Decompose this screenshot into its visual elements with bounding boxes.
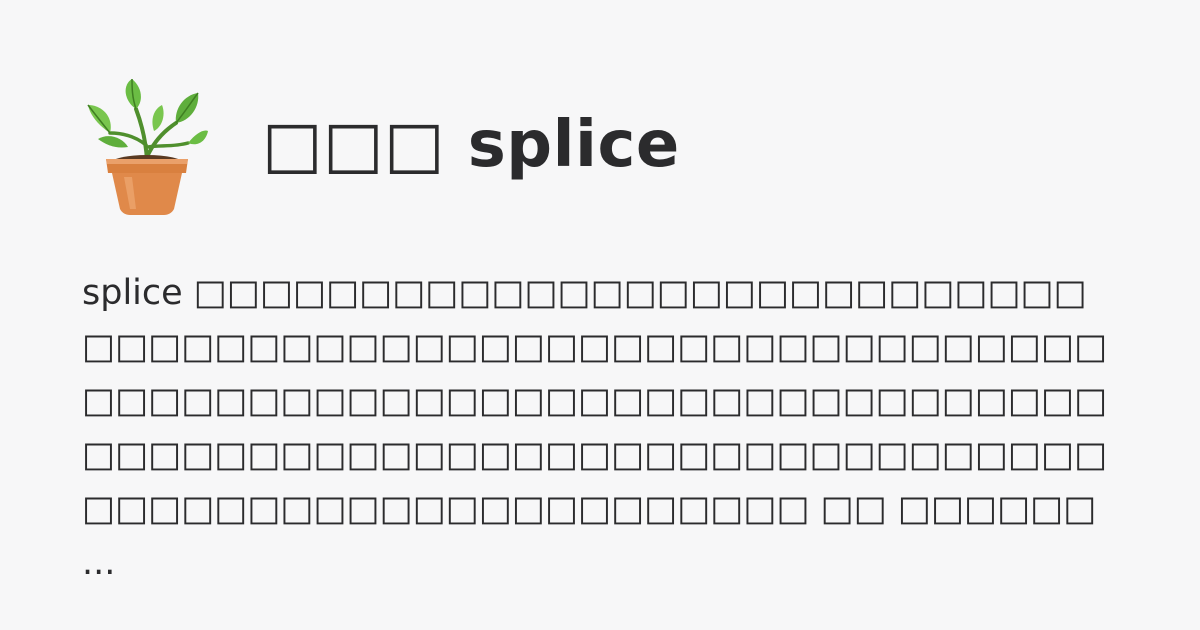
excerpt-text: splice □□□□□□□□□□□□□□□□□□□□□□□□□□□□□□□□□… bbox=[82, 273, 1108, 583]
page-title: □□□ splice bbox=[262, 108, 680, 182]
potted-plant-icon bbox=[87, 78, 208, 215]
header: □□□ splice bbox=[84, 74, 680, 216]
